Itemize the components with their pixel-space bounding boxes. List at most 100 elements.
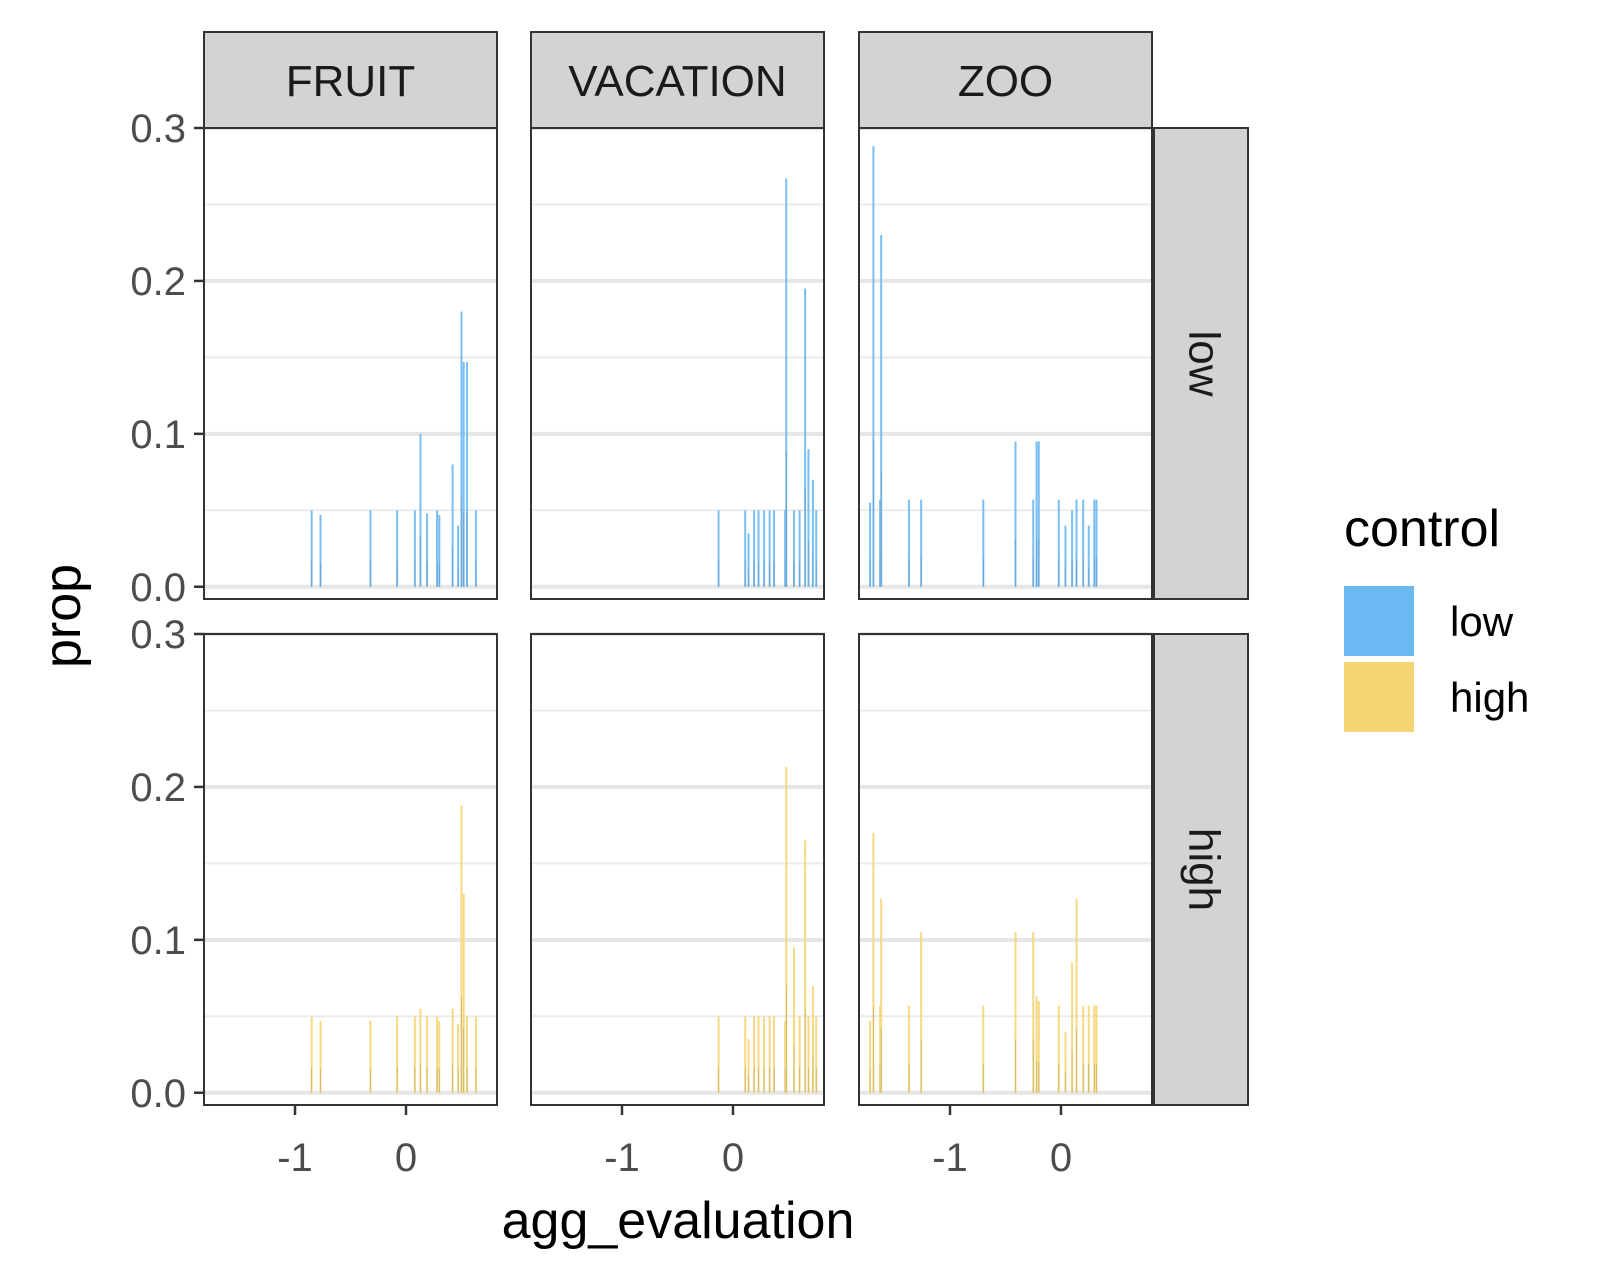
- bar: [807, 449, 810, 587]
- bar: [744, 1016, 747, 1093]
- bar: [717, 510, 720, 587]
- bar: [436, 510, 439, 587]
- panel-background: [859, 128, 1152, 599]
- bar: [982, 1005, 985, 1093]
- bar: [869, 502, 872, 587]
- panel-border: [858, 633, 1153, 1106]
- bar: [753, 510, 756, 587]
- y-axis-title: prop: [34, 564, 92, 668]
- bar: [1057, 1005, 1060, 1093]
- bar: [1075, 898, 1078, 1093]
- bar: [804, 840, 807, 1093]
- bar: [419, 1008, 422, 1093]
- bar: [462, 893, 465, 1093]
- bar: [419, 433, 422, 587]
- bar: [773, 510, 776, 587]
- legend-title: control: [1344, 500, 1500, 558]
- facet-strip-label: low: [1179, 330, 1228, 396]
- bar: [466, 361, 469, 587]
- facet-strip-row: [1153, 127, 1249, 600]
- bar: [460, 311, 463, 587]
- bar: [785, 767, 788, 1093]
- y-tick-label: 0.2: [130, 766, 186, 810]
- bar: [319, 514, 322, 587]
- facet-strip-column: [203, 31, 498, 129]
- bar: [451, 464, 454, 587]
- panel-background: [531, 634, 824, 1105]
- bar: [413, 1016, 416, 1093]
- bar: [880, 898, 883, 1093]
- facet-strip-label: ZOO: [958, 57, 1053, 106]
- bar: [815, 1016, 818, 1093]
- bar: [982, 499, 985, 587]
- bar: [784, 1020, 787, 1093]
- bar: [879, 1005, 882, 1093]
- facet-strip-label: FRUIT: [286, 57, 416, 106]
- x-tick-label: 0: [1050, 1136, 1072, 1180]
- x-tick-label: -1: [277, 1136, 313, 1180]
- facet-strip-row: [1153, 633, 1249, 1106]
- bar: [798, 510, 801, 587]
- bar: [1093, 499, 1096, 587]
- y-tick-label: 0.0: [130, 1072, 186, 1116]
- legend-label: high: [1450, 674, 1529, 721]
- bar: [907, 1005, 910, 1093]
- bar: [747, 1039, 750, 1093]
- bar: [396, 510, 399, 587]
- bar: [474, 1016, 477, 1093]
- bar: [369, 510, 372, 587]
- bar: [1075, 499, 1078, 587]
- bar: [466, 1016, 469, 1093]
- bar: [1087, 525, 1090, 587]
- bar: [310, 1016, 313, 1093]
- y-tick-label: 0.0: [130, 566, 186, 610]
- bar: [426, 513, 429, 587]
- bar: [1014, 441, 1017, 587]
- panel-background: [204, 634, 497, 1105]
- bar: [436, 1016, 439, 1093]
- bar: [462, 361, 465, 587]
- bar: [474, 510, 477, 587]
- facet-strip-label: VACATION: [568, 57, 786, 106]
- x-tick-label: 0: [722, 1136, 744, 1180]
- y-tick-label: 0.3: [130, 613, 186, 657]
- bar: [757, 510, 760, 587]
- bar: [319, 1020, 322, 1093]
- facet-strip-column: [858, 31, 1153, 129]
- bar: [1057, 499, 1060, 587]
- bar: [1082, 1005, 1085, 1093]
- bar: [310, 510, 313, 587]
- bar: [1095, 1005, 1098, 1093]
- bar: [907, 499, 910, 587]
- bar: [872, 146, 875, 587]
- bar: [1071, 962, 1074, 1093]
- bar: [451, 1008, 454, 1093]
- bar: [1071, 510, 1074, 587]
- bar: [763, 510, 766, 587]
- bar: [1032, 499, 1035, 587]
- bar: [1093, 1005, 1096, 1093]
- bar: [1035, 996, 1038, 1093]
- legend-swatch: [1344, 586, 1414, 656]
- bar: [1082, 499, 1085, 587]
- legend-label: low: [1450, 598, 1514, 645]
- bar: [880, 235, 883, 587]
- bar: [457, 525, 460, 587]
- bar: [717, 1016, 720, 1093]
- bar: [869, 1020, 872, 1093]
- bar: [811, 479, 814, 587]
- panel-background: [204, 128, 497, 599]
- x-tick-label: -1: [604, 1136, 640, 1180]
- bar: [768, 510, 771, 587]
- bar: [1064, 1031, 1067, 1093]
- bar: [426, 1016, 429, 1093]
- y-tick-label: 0.3: [130, 107, 186, 151]
- bar: [768, 1016, 771, 1093]
- bar: [1014, 932, 1017, 1093]
- bar: [438, 514, 441, 587]
- bar: [747, 533, 750, 587]
- bar: [920, 499, 923, 587]
- facet-strip-label: high: [1179, 828, 1228, 911]
- legend-swatch: [1344, 662, 1414, 732]
